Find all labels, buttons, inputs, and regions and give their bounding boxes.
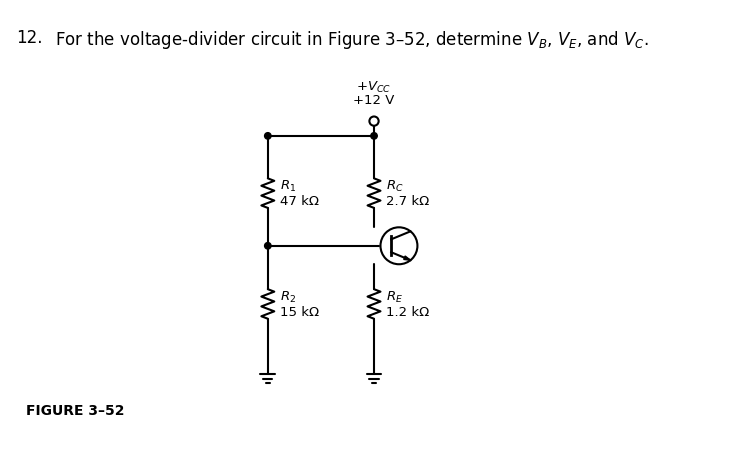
Circle shape (265, 243, 271, 249)
Text: 47 kΩ: 47 kΩ (280, 195, 319, 208)
Text: $+V_{CC}$: $+V_{CC}$ (357, 80, 391, 95)
Text: $R_C$: $R_C$ (386, 179, 403, 194)
Text: $R_E$: $R_E$ (386, 290, 403, 305)
Polygon shape (403, 256, 410, 260)
Text: 15 kΩ: 15 kΩ (280, 306, 319, 319)
Text: For the voltage-divider circuit in Figure 3–52, determine $V_B$, $V_E$, and $V_C: For the voltage-divider circuit in Figur… (55, 29, 649, 51)
Circle shape (265, 133, 271, 139)
Text: 1.2 kΩ: 1.2 kΩ (386, 306, 429, 319)
Text: $R_2$: $R_2$ (280, 290, 296, 305)
Text: 2.7 kΩ: 2.7 kΩ (386, 195, 429, 208)
Text: +12 V: +12 V (354, 94, 394, 107)
Circle shape (371, 133, 377, 139)
Text: FIGURE 3–52: FIGURE 3–52 (26, 404, 124, 419)
Text: $R_1$: $R_1$ (280, 179, 296, 194)
Text: 12.: 12. (17, 29, 43, 47)
